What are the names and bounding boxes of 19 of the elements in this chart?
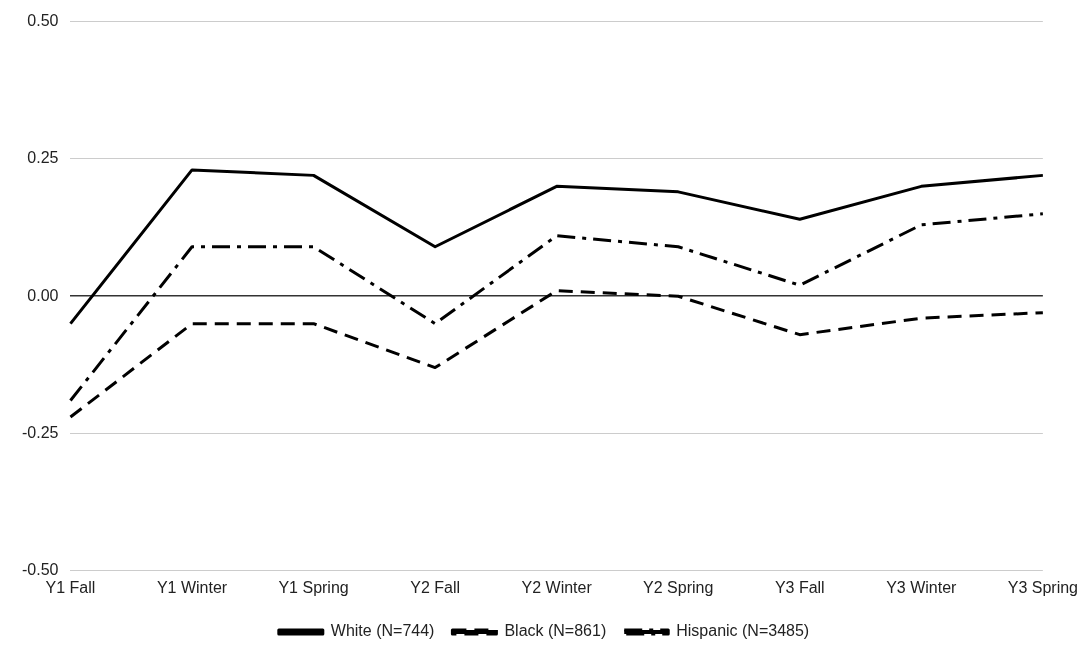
x-tick-label: Y1 Spring bbox=[278, 578, 349, 596]
x-tick-label: Y3 Spring bbox=[1007, 578, 1078, 596]
y-tick-label: 0.25 bbox=[27, 149, 59, 167]
legend-label: Hispanic (N=3485) bbox=[676, 622, 810, 640]
line-series bbox=[68, 289, 1045, 419]
x-tick-label: Y2 Spring bbox=[643, 578, 714, 596]
x-tick-label: Y2 Winter bbox=[521, 578, 593, 596]
legend-label: White (N=744) bbox=[330, 622, 435, 640]
x-tick-label: Y1 Fall bbox=[45, 578, 96, 596]
line-series bbox=[68, 212, 1045, 403]
x-tick-label: Y1 Winter bbox=[156, 578, 228, 596]
y-tick-label: 0.50 bbox=[27, 12, 59, 30]
y-tick-label: -0.50 bbox=[22, 561, 59, 579]
x-tick-label: Y3 Winter bbox=[886, 578, 958, 596]
legend-label: Black (N=861) bbox=[504, 622, 607, 640]
y-tick-label: 0.00 bbox=[27, 286, 59, 304]
y-tick-label: -0.25 bbox=[22, 423, 59, 441]
x-tick-label: Y2 Fall bbox=[410, 578, 461, 596]
x-tick-label: Y3 Fall bbox=[774, 578, 825, 596]
